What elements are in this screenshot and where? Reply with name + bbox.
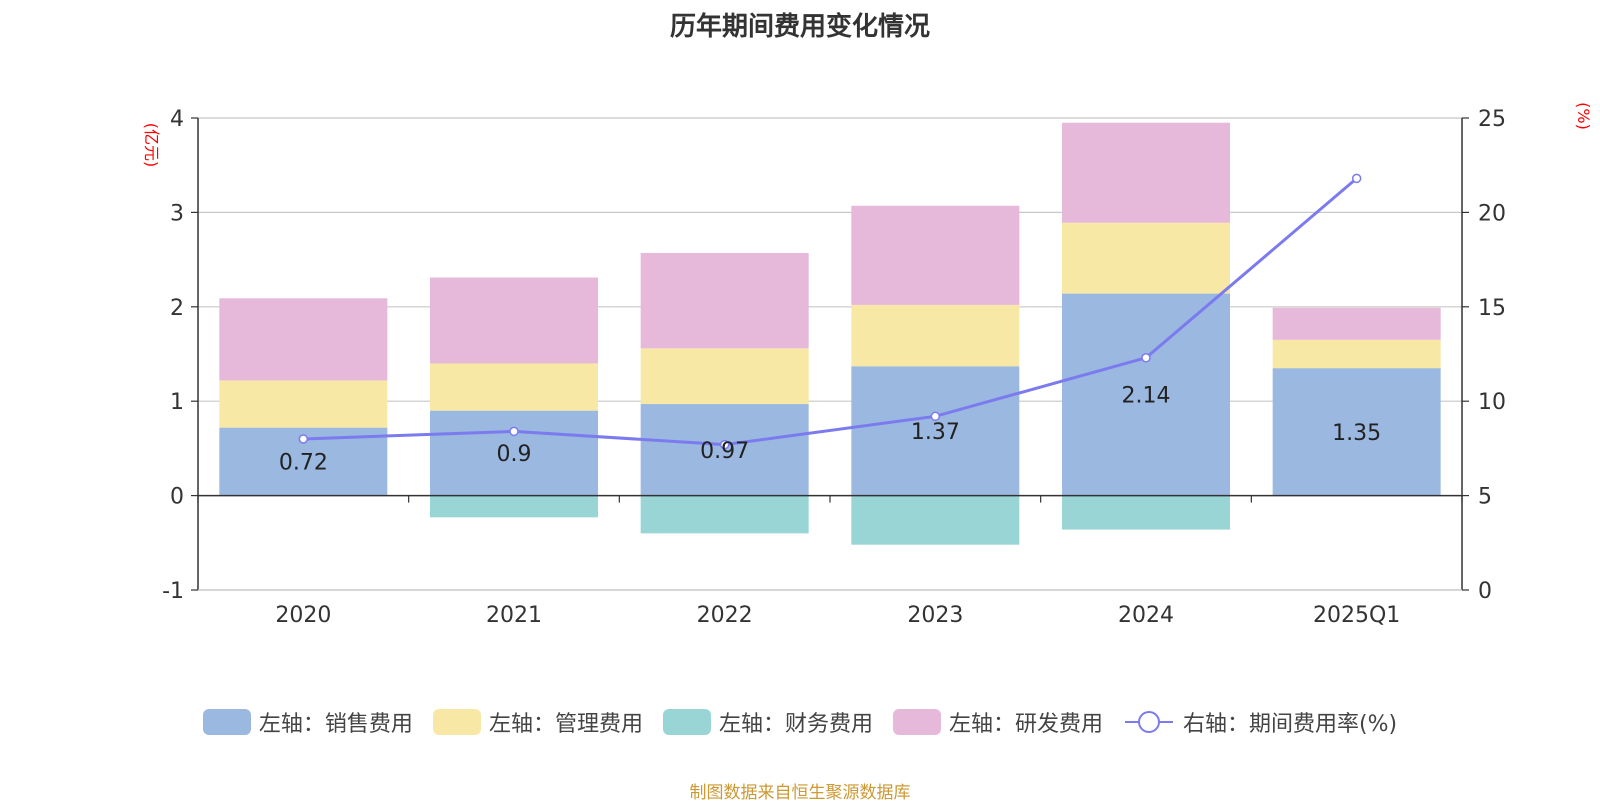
bar-sales [1062, 293, 1230, 496]
legend-item-rnd[interactable]: 左轴：研发费用 [892, 706, 1103, 738]
rate-point [1351, 173, 1362, 184]
bar-rnd [1272, 307, 1441, 340]
bar-admin [1062, 222, 1230, 294]
legend-label-sales: 左轴：销售费用 [258, 712, 413, 737]
chart-title: 历年期间费用变化情况 [669, 12, 930, 42]
legend-label-finance: 左轴：财务费用 [718, 712, 873, 737]
bar-rnd [640, 252, 809, 349]
data-label-sales: 2.14 [1122, 384, 1171, 409]
x-axis-tick-label: 2021 [486, 603, 542, 628]
left-axis-tick-label: 1 [170, 390, 184, 415]
left-axis-tick-label: -1 [162, 579, 184, 604]
legend-item-sales[interactable]: 左轴：销售费用 [202, 706, 413, 738]
x-axis-tick-label: 2022 [697, 603, 753, 628]
right-axis-unit-label: (%) [1574, 102, 1593, 130]
right-axis-tick-label: 25 [1478, 107, 1506, 132]
bar-sales [851, 366, 1020, 496]
bar-finance [430, 495, 598, 518]
legend-label-admin: 左轴：管理费用 [488, 712, 643, 737]
legend-swatch-rnd [892, 709, 941, 735]
bar-rnd [219, 298, 388, 381]
bar-finance [851, 495, 1020, 545]
data-label-sales: 1.35 [1332, 421, 1381, 446]
bar-admin [430, 363, 598, 411]
legend-item-admin[interactable]: 左轴：管理费用 [432, 706, 643, 738]
right-axis-tick-label: 10 [1478, 390, 1506, 415]
bar-admin [640, 348, 809, 405]
left-axis-tick-label: 4 [170, 107, 184, 132]
grid-lines [198, 117, 1462, 591]
left-axis-unit-label: (亿元) [142, 123, 161, 168]
bar-rnd [430, 277, 598, 364]
x-axis-tick-label: 2024 [1118, 603, 1174, 628]
rate-point [1141, 353, 1151, 363]
legend-swatch-rate-line-icon [1124, 711, 1173, 733]
data-label-sales: 0.97 [700, 439, 749, 464]
right-axis-tick-label: 0 [1478, 579, 1492, 604]
legend: 左轴：销售费用 左轴：管理费用 左轴：财务费用 左轴：研发费用 右轴：期间费用率… [0, 706, 1600, 738]
bar-sales [430, 410, 598, 496]
rate-line-layer [298, 173, 1362, 450]
data-label-sales: 0.72 [279, 451, 328, 476]
left-axis-tick-label: 2 [170, 296, 184, 321]
legend-label-rnd: 左轴：研发费用 [948, 712, 1103, 737]
left-axis-tick-label: 3 [170, 201, 184, 226]
legend-swatch-finance [662, 709, 711, 735]
legend-label-rate: 右轴：期间费用率(%) [1182, 712, 1398, 737]
bar-admin [219, 380, 388, 428]
right-axis-tick-label: 20 [1478, 201, 1506, 226]
bar-admin [851, 304, 1020, 367]
rate-point [509, 426, 519, 437]
axes: -1 0 1 2 3 4 0 5 10 15 20 25 2020 2021 2022 2023 2024 202… [162, 107, 1506, 628]
right-axis-tick-label: 15 [1478, 296, 1506, 321]
legend-swatch-sales [202, 709, 251, 735]
data-labels: 0.72 0.9 0.97 1.37 2.14 1.35 [279, 384, 1381, 476]
x-axis-tick-label: 2020 [275, 603, 331, 628]
legend-swatch-admin [432, 709, 481, 735]
legend-item-finance[interactable]: 左轴：财务费用 [662, 706, 873, 738]
bar-finance [1062, 495, 1230, 530]
x-axis-tick-label: 2023 [907, 603, 963, 628]
left-axis-tick-label: 0 [170, 485, 184, 510]
rate-point [930, 411, 941, 422]
legend-item-rate[interactable]: 右轴：期间费用率(%) [1123, 706, 1397, 738]
right-axis-tick-label: 5 [1478, 485, 1492, 510]
rate-point [719, 439, 730, 450]
x-axis-tick-label: 2025Q1 [1313, 603, 1400, 628]
bar-sales [640, 404, 809, 496]
rate-line [303, 177, 1358, 447]
bar-admin [1272, 339, 1441, 369]
rate-point [298, 434, 309, 444]
data-label-sales: 0.9 [497, 442, 532, 467]
data-label-sales: 1.37 [911, 420, 960, 445]
bar-finance [640, 495, 809, 534]
footer-source: 制图数据来自恒生聚源数据库 [689, 783, 911, 803]
bar-rnd [851, 205, 1020, 305]
bar-layer [219, 122, 1441, 545]
bar-rnd [1062, 122, 1230, 223]
bar-sales [1272, 368, 1441, 496]
